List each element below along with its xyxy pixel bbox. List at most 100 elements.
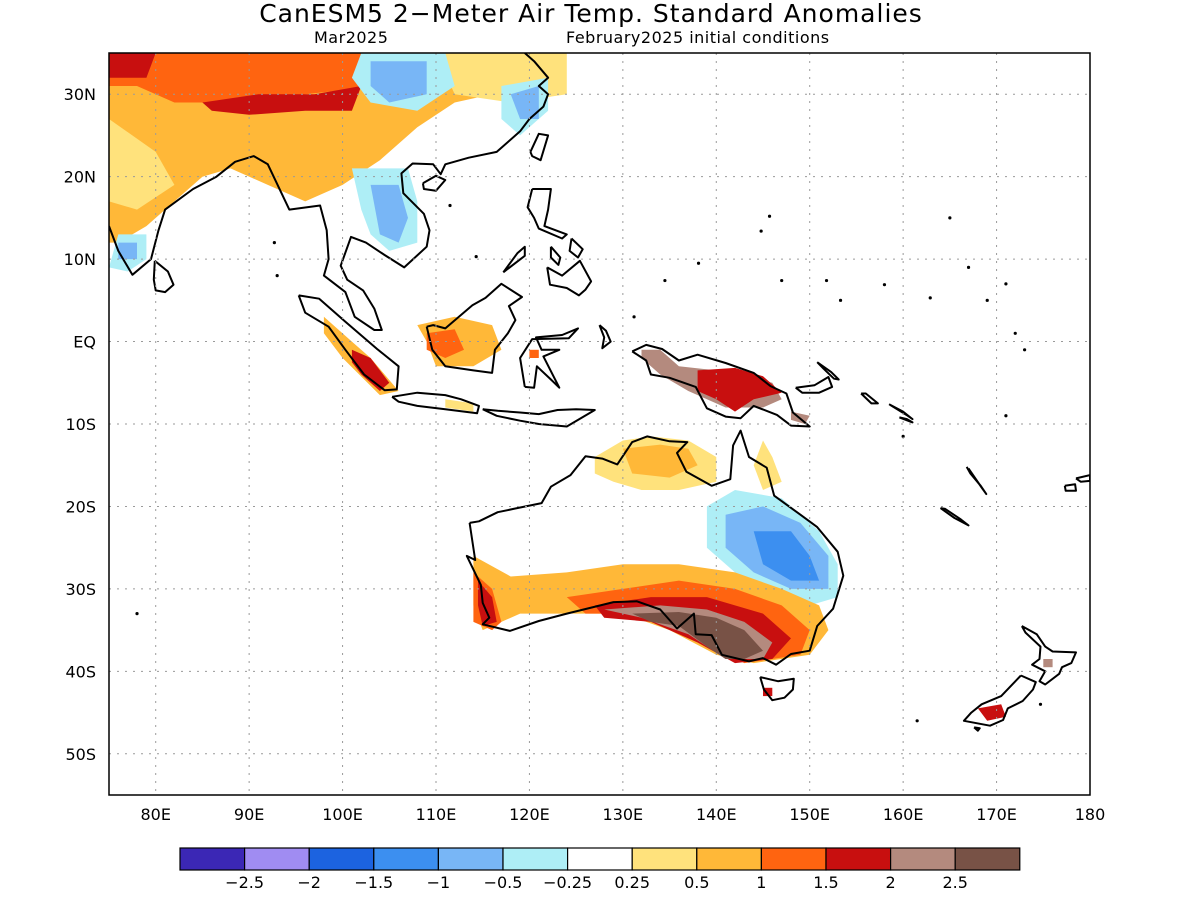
coastline [631, 343, 811, 428]
island [1013, 331, 1017, 335]
colorbar-swatch [308, 847, 375, 871]
longitude-labels: 80E 90E 100E 110E 120E 130E 140E 150E 160E 170E 18… [140, 805, 1105, 824]
coastline [529, 132, 550, 162]
colorbar-label: 0.25 [614, 873, 650, 892]
anomaly-region [109, 53, 380, 103]
colorbar-swatch [954, 847, 1021, 871]
anomaly-region [697, 367, 782, 412]
island [663, 278, 667, 283]
lon-label: 160E [883, 805, 924, 824]
lon-label: 150E [789, 805, 830, 824]
coastline [421, 174, 447, 192]
map-title: CanESM5 2−Meter Air Temp. Standard Anoma… [259, 0, 923, 28]
coastline [1020, 625, 1077, 686]
island [838, 298, 843, 302]
lat-label: 10S [65, 415, 96, 434]
anomaly-region [529, 349, 539, 358]
island [1004, 282, 1008, 286]
initial-conditions-label: February2025 initial conditions [566, 28, 830, 47]
island [1004, 414, 1008, 418]
lon-label: 80E [140, 805, 170, 824]
coastline [152, 260, 175, 294]
anomaly-region [1043, 659, 1053, 668]
colorbar-label: 2 [886, 873, 896, 892]
colorbar-swatch [179, 847, 246, 871]
anomaly-region [445, 399, 474, 412]
island [928, 296, 932, 300]
lon-label: 100E [322, 805, 363, 824]
colorbar-label: −2.5 [225, 873, 264, 892]
lat-label: 30S [65, 580, 96, 599]
coastline [939, 507, 970, 527]
graticule [109, 53, 1090, 795]
island [915, 719, 919, 723]
lat-label: 20S [65, 497, 96, 516]
lon-label: 180 [1075, 805, 1106, 824]
island [824, 278, 829, 283]
island [696, 261, 701, 265]
anomaly-region [478, 580, 497, 626]
lat-label: 20N [64, 168, 96, 187]
coastline [860, 392, 879, 405]
colorbar-label: −0.25 [543, 873, 592, 892]
lat-label: 30N [64, 85, 96, 104]
colorbar-label: −0.5 [484, 873, 523, 892]
coastline [391, 391, 480, 415]
color-scale-bar: −2.5 −2 −1.5 −1 −0.5 −0.25 0.25 0.5 1 1.5 2 2.5 [179, 847, 1021, 892]
island [759, 229, 763, 233]
coastline [425, 282, 523, 374]
island [448, 203, 452, 208]
anomaly-region [753, 440, 782, 490]
coastline [502, 245, 526, 274]
colorbar-swatch [696, 847, 762, 871]
anomaly-region [622, 444, 698, 478]
colorbar-swatch [502, 847, 569, 871]
lon-label: 170E [976, 805, 1017, 824]
coastline [1075, 474, 1090, 483]
island [272, 241, 276, 245]
coastline [568, 237, 584, 259]
island [780, 278, 784, 283]
coastline [816, 361, 840, 381]
lon-label: 110E [416, 805, 457, 824]
coastline [109, 53, 550, 331]
colorbar-label: −2 [297, 873, 321, 892]
colorbar-swatch [825, 847, 892, 871]
island [985, 298, 989, 302]
coastline [598, 324, 612, 350]
coastline [546, 259, 593, 297]
anomaly-region [370, 184, 408, 243]
colorbar-label: −1.5 [354, 873, 393, 892]
coastline [519, 327, 579, 389]
anomaly-region [370, 61, 427, 103]
island [882, 283, 887, 287]
island [948, 216, 952, 220]
lat-label: 10N [64, 250, 96, 269]
lon-label: 120E [509, 805, 550, 824]
coastline [795, 376, 834, 394]
colorbar-label: 1 [756, 873, 766, 892]
colorbar-swatch [760, 847, 827, 871]
coastline [899, 416, 914, 424]
coastlines [109, 53, 1090, 732]
island [135, 612, 139, 616]
island [1038, 702, 1043, 706]
coastline [465, 429, 845, 666]
anomaly-region [632, 612, 763, 659]
island [901, 434, 905, 438]
anomaly-region [202, 86, 362, 115]
coastline [482, 408, 596, 428]
colorbar-label: 2.5 [942, 873, 967, 892]
colorbar-label: −1 [427, 873, 451, 892]
anomaly-region [351, 349, 390, 391]
coastline [1063, 483, 1077, 492]
latitude-labels: 30N 20N 10N EQ 10S 20S 30S 40S 50S [64, 85, 96, 764]
island [275, 274, 279, 278]
colorbar-label: 0.5 [684, 873, 709, 892]
lon-label: 130E [603, 805, 644, 824]
coastline [973, 726, 981, 732]
anomaly-region [109, 53, 156, 78]
island [966, 265, 971, 269]
lon-label: 90E [234, 805, 264, 824]
